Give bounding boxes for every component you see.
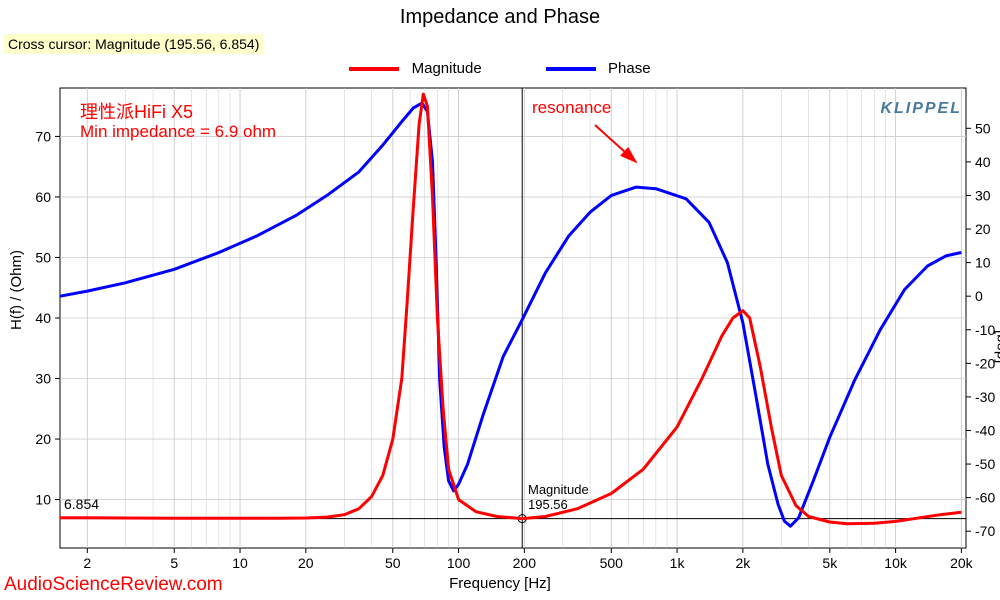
svg-text:-30: -30 [975,389,995,405]
svg-text:100: 100 [447,555,471,571]
svg-text:20: 20 [975,221,991,237]
chart-svg: 251020501002005001k2k5k10k20k10203040506… [0,0,1000,600]
svg-text:20k: 20k [950,555,974,571]
svg-text:50: 50 [975,120,991,136]
cursor-x-value: 195.56 [528,497,568,512]
cursor-y-value: 6.854 [64,496,99,512]
annotation-product: 理性派HiFi X5 [80,98,193,124]
svg-text:60: 60 [35,189,51,205]
svg-text:0: 0 [975,288,983,304]
svg-text:10: 10 [975,255,991,271]
y-right-axis-label: [deg] [992,330,1000,363]
svg-text:50: 50 [35,249,51,265]
svg-text:-40: -40 [975,422,995,438]
svg-text:50: 50 [385,555,401,571]
svg-text:5: 5 [170,555,178,571]
svg-text:30: 30 [975,187,991,203]
svg-text:30: 30 [35,371,51,387]
watermark: AudioScienceReview.com [4,574,223,596]
svg-text:70: 70 [35,128,51,144]
svg-text:2k: 2k [735,555,751,571]
cursor-series-label: Magnitude [528,482,589,497]
svg-text:40: 40 [35,310,51,326]
svg-text:40: 40 [975,154,991,170]
svg-text:200: 200 [513,555,537,571]
svg-text:10: 10 [35,492,51,508]
svg-text:2: 2 [83,555,91,571]
svg-text:500: 500 [600,555,624,571]
svg-text:10k: 10k [884,555,908,571]
svg-text:-50: -50 [975,456,995,472]
brand-logo: KLIPPEL [880,100,962,118]
svg-text:-60: -60 [975,490,995,506]
svg-text:20: 20 [298,555,314,571]
annotation-min-impedance: Min impedance = 6.9 ohm [80,122,276,142]
svg-text:1k: 1k [670,555,686,571]
y-left-axis-label: H(f) / (Ohm) [8,250,25,330]
annotation-resonance: resonance [532,98,611,118]
svg-text:20: 20 [35,431,51,447]
svg-text:10: 10 [232,555,248,571]
svg-text:-70: -70 [975,523,995,539]
svg-text:5k: 5k [822,555,838,571]
